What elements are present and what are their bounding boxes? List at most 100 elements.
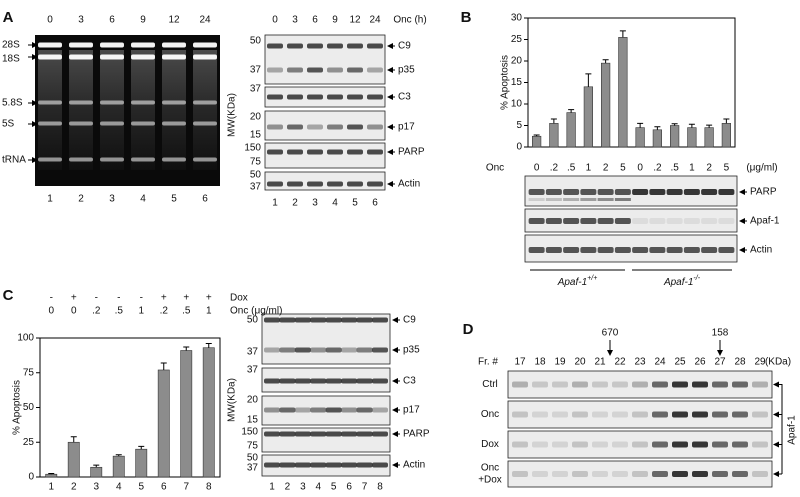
bar xyxy=(704,127,714,148)
error-bar xyxy=(533,134,540,137)
blot-band xyxy=(672,411,688,418)
arrow-head xyxy=(387,94,393,100)
lane-number: 2 xyxy=(292,198,298,209)
gel-smear xyxy=(131,50,155,170)
blot-band xyxy=(712,381,728,388)
gel-band xyxy=(38,42,62,48)
mw-marker: 37 xyxy=(247,365,259,376)
mw-marker: 15 xyxy=(247,415,259,426)
blot-band xyxy=(612,471,628,477)
y-axis-label: % Apoptosis xyxy=(500,55,511,110)
blot-band xyxy=(341,378,358,384)
gel-band xyxy=(193,121,217,126)
arrow-head xyxy=(392,378,398,384)
condition-label: + xyxy=(183,293,189,304)
mw-marker: 150 xyxy=(241,427,258,438)
lane-number: 4 xyxy=(316,482,322,493)
blot-band xyxy=(672,471,688,477)
genotype-label: Apaf-1+/+ xyxy=(557,275,598,288)
error-bar xyxy=(671,123,678,126)
blot-band xyxy=(325,407,342,413)
error-bar xyxy=(183,346,190,351)
lane-label: 12 xyxy=(349,15,361,26)
blot-band xyxy=(580,189,597,195)
row-label: Dox xyxy=(230,293,248,304)
lane-number: 4 xyxy=(140,194,146,205)
blot-band xyxy=(341,407,358,413)
blot-band xyxy=(279,462,296,468)
x-tick-label: 1 xyxy=(48,482,54,493)
condition-label: - xyxy=(140,293,143,304)
gel-band xyxy=(162,100,186,105)
blot-band xyxy=(652,381,668,388)
blot-band xyxy=(310,347,327,353)
blot-band xyxy=(612,381,628,388)
x-tick-label: 2 xyxy=(603,163,609,174)
condition-label: .2 xyxy=(92,306,101,317)
x-tick-label: 2 xyxy=(706,163,712,174)
blot-band xyxy=(528,247,545,253)
gel-smear xyxy=(38,50,62,170)
blot-band xyxy=(632,471,648,477)
arrow-head xyxy=(387,181,393,187)
blot-band xyxy=(552,441,568,448)
blot-band xyxy=(372,347,388,353)
bar xyxy=(532,135,542,148)
fraction-number: 27 xyxy=(714,357,726,368)
bar xyxy=(112,455,125,478)
protein-label: Apaf-1 xyxy=(787,415,798,445)
bar xyxy=(635,127,645,148)
x-tick-label: 0 xyxy=(637,163,643,174)
fraction-number: 17 xyxy=(514,357,526,368)
arrow-head xyxy=(387,67,393,73)
lane-number: 6 xyxy=(372,198,378,209)
row-label: Dox xyxy=(481,439,499,450)
bar xyxy=(180,350,193,478)
protein-label: p17 xyxy=(403,405,420,416)
blot-band xyxy=(563,198,580,201)
blot-band xyxy=(372,462,388,468)
error-bar xyxy=(115,454,122,457)
blot-band xyxy=(683,247,700,253)
bar xyxy=(687,127,697,148)
blot-band xyxy=(267,94,283,100)
bar xyxy=(670,125,680,148)
error-bar xyxy=(602,59,609,64)
arrow-head xyxy=(773,471,779,477)
blot-band xyxy=(612,441,628,448)
fraction-number: 21 xyxy=(594,357,606,368)
blot-band xyxy=(341,431,358,437)
x-tick-label: .2 xyxy=(550,163,559,174)
gel-smear xyxy=(100,50,124,170)
y-tick-label: 25 xyxy=(23,437,35,448)
condition-label: - xyxy=(117,293,120,304)
x-tick-label: .5 xyxy=(670,163,679,174)
size-marker: 158 xyxy=(712,328,729,339)
protein-label: PARP xyxy=(403,429,430,440)
fraction-number: 20 xyxy=(574,357,586,368)
x-tick-label: 6 xyxy=(161,482,167,493)
blot-band xyxy=(692,411,708,418)
bar xyxy=(618,37,628,148)
protein-label: p17 xyxy=(398,122,415,133)
blot-band xyxy=(327,181,343,187)
lane-number: 1 xyxy=(272,198,278,209)
blot-band xyxy=(580,218,597,224)
x-tick-label: 5 xyxy=(138,482,144,493)
bar xyxy=(45,473,58,478)
protein-label: Actin xyxy=(403,460,425,471)
x-tick-label: 8 xyxy=(206,482,212,493)
blot-band xyxy=(712,411,728,418)
mw-marker: 37 xyxy=(250,84,262,95)
gel-smear xyxy=(162,50,186,170)
blot-band xyxy=(279,317,296,323)
blot-band xyxy=(732,411,748,418)
fraction-number: 25 xyxy=(674,357,686,368)
blot-band xyxy=(532,411,548,418)
gel-band xyxy=(131,157,155,162)
blot-band xyxy=(264,347,280,353)
blot-band xyxy=(563,189,580,195)
blot-band xyxy=(580,247,597,253)
blot-band xyxy=(367,67,383,73)
